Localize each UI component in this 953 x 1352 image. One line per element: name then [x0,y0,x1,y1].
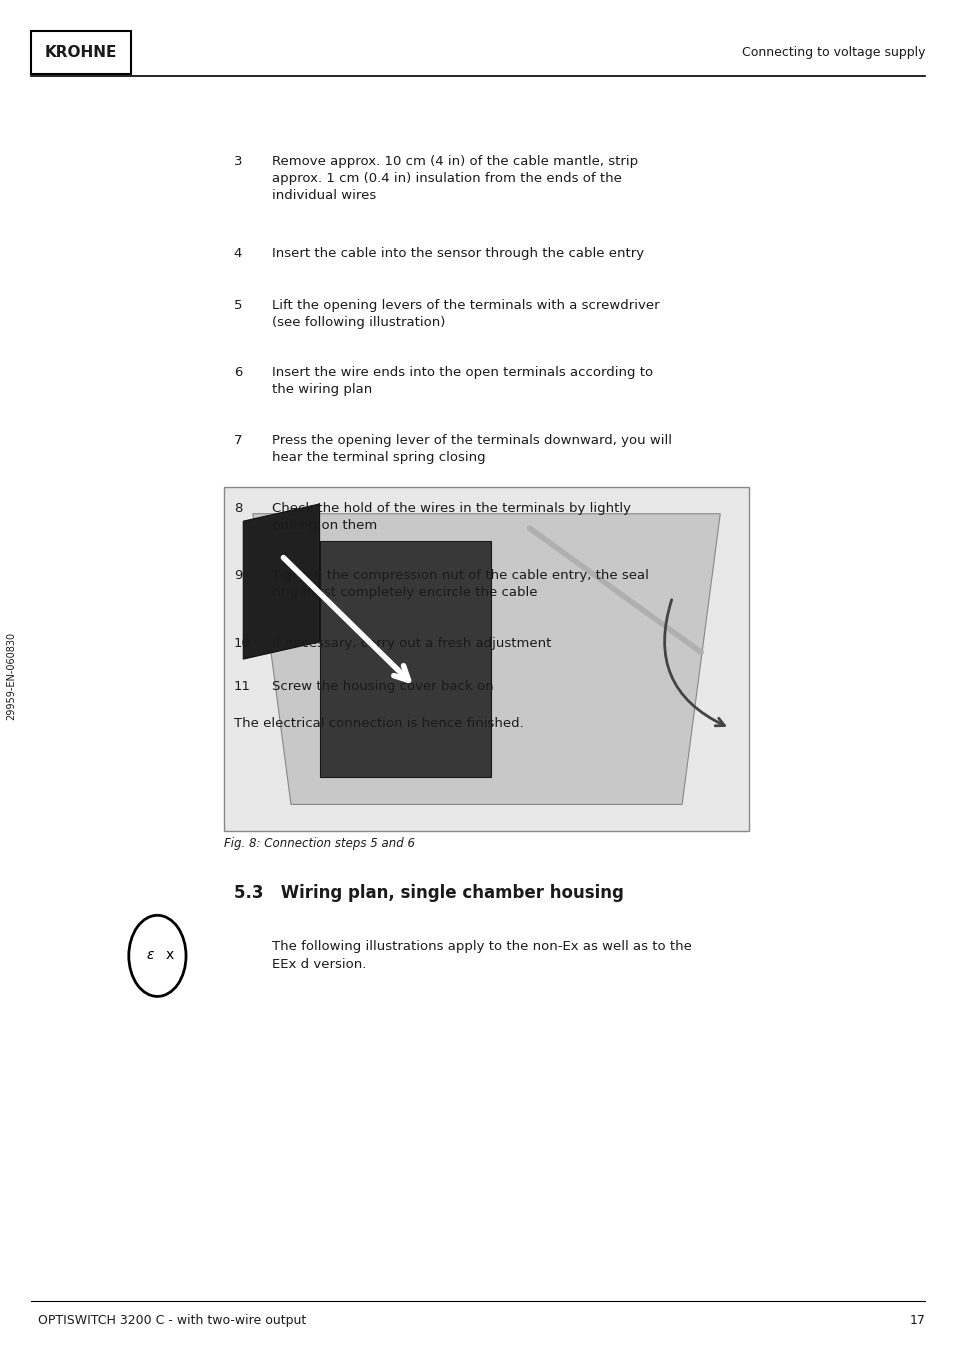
Text: Press the opening lever of the terminals downward, you will
hear the terminal sp: Press the opening lever of the terminals… [272,434,671,464]
Text: 29959-EN-060830: 29959-EN-060830 [7,631,16,721]
Text: Screw the housing cover back on: Screw the housing cover back on [272,680,493,694]
Text: If necessary, carry out a fresh adjustment: If necessary, carry out a fresh adjustme… [272,637,551,650]
Text: 6: 6 [233,366,242,380]
Circle shape [129,915,186,996]
Text: Fig. 8: Connection steps 5 and 6: Fig. 8: Connection steps 5 and 6 [224,837,415,850]
Text: x: x [166,948,173,961]
Text: Lift the opening levers of the terminals with a screwdriver
(see following illus: Lift the opening levers of the terminals… [272,299,659,329]
Text: Connecting to voltage supply: Connecting to voltage supply [741,46,924,58]
Text: 8: 8 [233,502,242,515]
Text: The following illustrations apply to the non-Ex as well as to the
EEx d version.: The following illustrations apply to the… [272,940,691,971]
Text: Remove approx. 10 cm (4 in) of the cable mantle, strip
approx. 1 cm (0.4 in) ins: Remove approx. 10 cm (4 in) of the cable… [272,155,638,203]
Text: 4: 4 [233,247,242,261]
Text: KROHNE: KROHNE [45,45,117,59]
FancyBboxPatch shape [30,31,131,74]
Text: $\epsilon$: $\epsilon$ [146,948,155,961]
Text: 17: 17 [908,1314,924,1328]
Text: 11: 11 [233,680,251,694]
Polygon shape [319,541,491,777]
Polygon shape [243,504,319,660]
FancyBboxPatch shape [224,487,748,831]
Text: 9: 9 [233,569,242,583]
Text: Insert the wire ends into the open terminals according to
the wiring plan: Insert the wire ends into the open termi… [272,366,653,396]
Text: Tighten the compression nut of the cable entry, the seal
ring must completely en: Tighten the compression nut of the cable… [272,569,648,599]
Text: 5.3   Wiring plan, single chamber housing: 5.3 Wiring plan, single chamber housing [233,884,623,902]
Text: 5: 5 [233,299,242,312]
Text: 7: 7 [233,434,242,448]
Text: 3: 3 [233,155,242,169]
Text: Check the hold of the wires in the terminals by lightly
pulling on them: Check the hold of the wires in the termi… [272,502,630,531]
Text: The electrical connection is hence finished.: The electrical connection is hence finis… [233,717,523,730]
Text: Insert the cable into the sensor through the cable entry: Insert the cable into the sensor through… [272,247,643,261]
Text: OPTISWITCH 3200 C - with two-wire output: OPTISWITCH 3200 C - with two-wire output [38,1314,306,1328]
Text: 10: 10 [233,637,251,650]
Polygon shape [253,514,720,804]
